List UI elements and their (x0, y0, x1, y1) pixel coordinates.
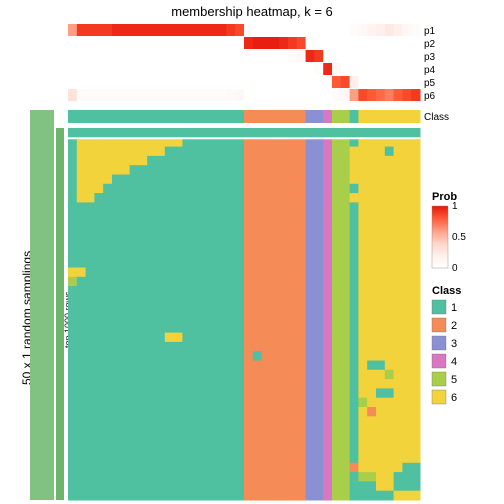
svg-text:p5: p5 (424, 78, 436, 89)
svg-text:2: 2 (451, 320, 457, 332)
svg-text:1: 1 (451, 302, 457, 314)
svg-text:p2: p2 (424, 39, 436, 50)
svg-text:1: 1 (452, 201, 458, 212)
svg-text:Class: Class (432, 285, 461, 297)
svg-text:p3: p3 (424, 52, 436, 63)
svg-text:3: 3 (451, 338, 457, 350)
heatmap-figure: membership heatmap, k = 6 50 x 1 random … (0, 0, 504, 504)
svg-text:4: 4 (451, 356, 457, 368)
svg-text:0.5: 0.5 (452, 232, 466, 243)
svg-text:6: 6 (451, 392, 457, 404)
svg-text:0: 0 (452, 263, 458, 274)
svg-text:p6: p6 (424, 91, 436, 102)
svg-text:p4: p4 (424, 65, 436, 76)
svg-text:5: 5 (451, 374, 457, 386)
heatmap-svg: p1p2p3p4p5p6ClassProb10.50Class123456 (0, 0, 504, 504)
svg-text:p1: p1 (424, 26, 436, 37)
svg-text:Class: Class (424, 112, 449, 123)
